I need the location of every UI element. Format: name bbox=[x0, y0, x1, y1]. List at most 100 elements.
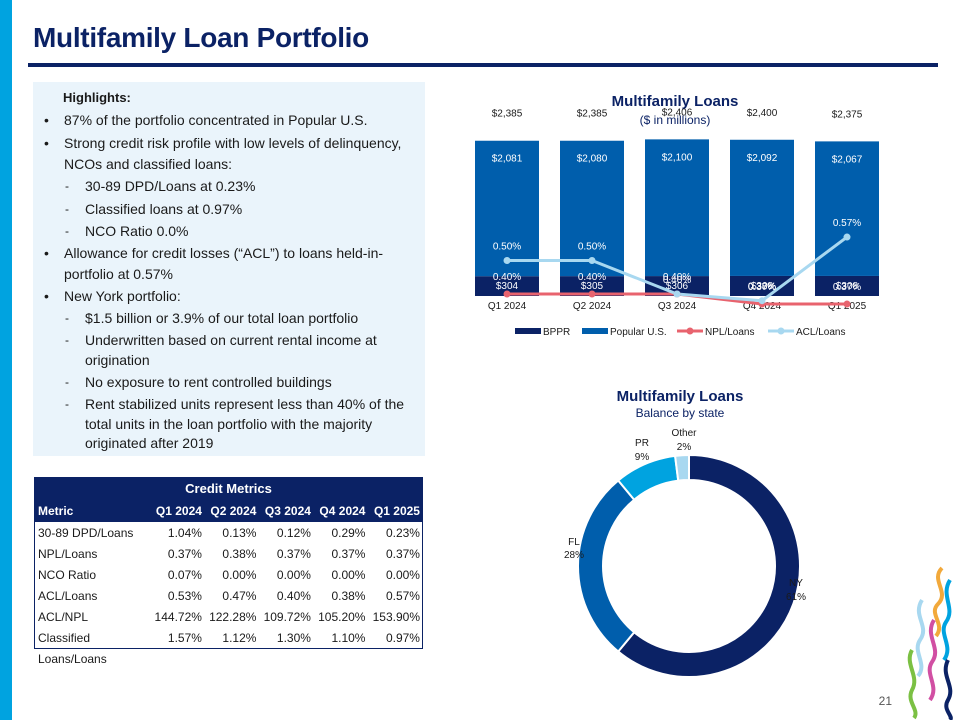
donut-label-name: FL bbox=[568, 537, 580, 548]
donut-chart-title: Multifamily Loans bbox=[616, 388, 744, 405]
brand-swirl-logo bbox=[907, 566, 953, 720]
point-acl-loans bbox=[588, 257, 596, 264]
table-title: Credit Metrics bbox=[185, 481, 272, 496]
sub-bullet: - Underwritten based on current rental in… bbox=[65, 332, 377, 348]
metric-value-cell: 0.37% bbox=[331, 547, 366, 561]
donut-chart-subtitle: Balance by state bbox=[635, 406, 725, 420]
bar-popular-us bbox=[645, 139, 709, 277]
metric-value-cell: 0.00% bbox=[331, 568, 366, 582]
npl-data-label: 0.37% bbox=[748, 282, 776, 293]
bullet-text: Strong credit risk profile with low leve… bbox=[64, 135, 402, 151]
metric-value-cell: 0.29% bbox=[331, 526, 366, 540]
metric-value-cell: 0.53% bbox=[167, 589, 202, 603]
sub-bullet-cont: originated after 2019 bbox=[85, 435, 214, 451]
bullet-4: • New York portfolio: bbox=[44, 288, 181, 304]
legend-swatch-marker bbox=[777, 327, 785, 335]
page-number: 21 bbox=[878, 694, 892, 708]
bar-popular-us bbox=[815, 141, 879, 276]
table-header-row: Metric Q1 2024 Q2 2024 Q3 2024 Q4 2024 Q… bbox=[35, 500, 422, 522]
line-npl-loans bbox=[507, 292, 847, 306]
metric-value-cell: 0.37% bbox=[385, 547, 420, 561]
line-acl-loans bbox=[507, 235, 848, 303]
legend-label: ACL/Loans bbox=[796, 327, 845, 338]
bar-popular-us bbox=[730, 139, 794, 276]
metric-value-cell: 1.30% bbox=[276, 631, 311, 645]
donut-label-value: 9% bbox=[635, 452, 650, 463]
bar-label-bppr: $308 bbox=[751, 281, 774, 292]
table-header: Credit Metrics Metric Q1 2024 Q2 2024 Q3… bbox=[35, 478, 422, 522]
metric-value-cell: 0.00% bbox=[276, 568, 311, 582]
metric-value-cell: 0.38% bbox=[222, 547, 257, 561]
donut-slice-ny bbox=[616, 453, 801, 678]
bar-label-popular-us: $2,067 bbox=[832, 154, 863, 165]
donut-slice-fl bbox=[577, 479, 636, 653]
sub-bullet: - NCO Ratio 0.0% bbox=[65, 223, 189, 239]
metric-value-cell: 0.00% bbox=[222, 568, 257, 582]
bar-bppr bbox=[560, 276, 624, 296]
npl-data-label: 0.40% bbox=[663, 272, 691, 283]
sub-bullet-cont: total units in the loan portfolio with t… bbox=[85, 416, 373, 432]
column-header: Q4 2024 bbox=[319, 504, 366, 518]
bar-label-popular-us: $2,080 bbox=[577, 154, 608, 165]
acl-data-label: 0.57% bbox=[833, 218, 861, 229]
bullet-text: 87% of the portfolio concentrated in Pop… bbox=[64, 112, 368, 128]
table-row: ACL/Loans 0.53% 0.47% 0.40% 0.38% 0.57% bbox=[35, 585, 422, 606]
metric-name-cell: NPL/Loans bbox=[38, 547, 98, 561]
metric-name-cell: ACL/NPL bbox=[38, 610, 89, 624]
metric-name-cell: Classified Loans/Loans bbox=[38, 631, 107, 666]
metric-value-cell: 0.12% bbox=[276, 526, 311, 540]
bar-label-popular-us: $2,081 bbox=[492, 154, 523, 165]
donut-slice-other bbox=[673, 453, 690, 482]
bar-label-popular-us: $2,092 bbox=[747, 153, 778, 164]
point-acl-loans bbox=[673, 290, 681, 298]
metric-value-cell: 0.00% bbox=[385, 568, 420, 582]
bar-popular-us bbox=[475, 140, 539, 277]
donut-label-value: 61% bbox=[786, 592, 806, 603]
legend-label: BPPR bbox=[543, 327, 570, 338]
point-npl-loans bbox=[673, 290, 681, 298]
column-header: Q1 2024 bbox=[155, 504, 202, 518]
highlights-panel bbox=[33, 82, 425, 456]
bar-total-label: $2,385 bbox=[492, 109, 523, 120]
sub-bullet: - No exposure to rent controlled building… bbox=[65, 374, 332, 390]
metric-value-cell: 1.57% bbox=[167, 631, 202, 645]
column-header: Q3 2024 bbox=[264, 504, 311, 518]
point-acl-loans bbox=[843, 233, 851, 241]
bullet-3-cont: portfolio at 0.57% bbox=[64, 266, 173, 282]
point-npl-loans bbox=[758, 300, 766, 308]
metric-value-cell: 153.90% bbox=[372, 610, 420, 624]
table-row: ACL/NPL 144.72% 122.28% 109.72% 105.20% 153.9… bbox=[35, 606, 422, 627]
metric-value-cell: 0.38% bbox=[331, 589, 366, 603]
metric-value-cell: 1.10% bbox=[331, 631, 366, 645]
bullet-3: • Allowance for credit losses (“ACL”) to … bbox=[44, 245, 384, 261]
metric-value-cell: 144.72% bbox=[154, 610, 202, 624]
bullet-2: • Strong credit risk profile with low lev… bbox=[44, 135, 402, 151]
bar-bppr bbox=[645, 276, 709, 296]
sub-bullet-text: Underwritten based on current rental inc… bbox=[85, 332, 377, 348]
npl-data-label: 0.37% bbox=[833, 282, 861, 293]
table-body: 30-89 DPD/Loans 1.04% 0.13% 0.12% 0.29% 0.23%… bbox=[35, 522, 422, 666]
legend-label: Popular U.S. bbox=[610, 327, 667, 338]
bar-popular-us bbox=[560, 140, 624, 277]
column-header: Q1 2025 bbox=[373, 504, 420, 518]
metric-value-cell: 122.28% bbox=[209, 610, 257, 624]
metric-value-cell: 0.07% bbox=[167, 568, 202, 582]
acl-data-label: 0.40% bbox=[663, 275, 691, 286]
title-rule bbox=[28, 63, 938, 67]
sub-bullet-text: Classified loans at 0.97% bbox=[85, 201, 243, 217]
metric-value-cell: 0.47% bbox=[222, 589, 257, 603]
bar-label-bppr: $304 bbox=[496, 281, 519, 292]
bar-bppr bbox=[730, 275, 794, 296]
x-tick-label: Q1 2025 bbox=[828, 301, 867, 312]
legend-label: NPL/Loans bbox=[705, 327, 754, 338]
metric-value-cell: 0.13% bbox=[222, 526, 257, 540]
highlights-heading: Highlights: bbox=[63, 90, 131, 105]
metric-name-cell: NCO Ratio bbox=[38, 568, 97, 582]
sub-bullet-text: 30-89 DPD/Loans at 0.23% bbox=[85, 178, 256, 194]
metric-value-cell: 0.40% bbox=[276, 589, 311, 603]
bullet-text: New York portfolio: bbox=[64, 288, 181, 304]
point-acl-loans bbox=[503, 257, 511, 264]
bullet-text: Allowance for credit losses (“ACL”) to l… bbox=[64, 245, 384, 261]
donut-label-value: 28% bbox=[564, 550, 584, 561]
donut-label-name: NY bbox=[789, 578, 803, 589]
